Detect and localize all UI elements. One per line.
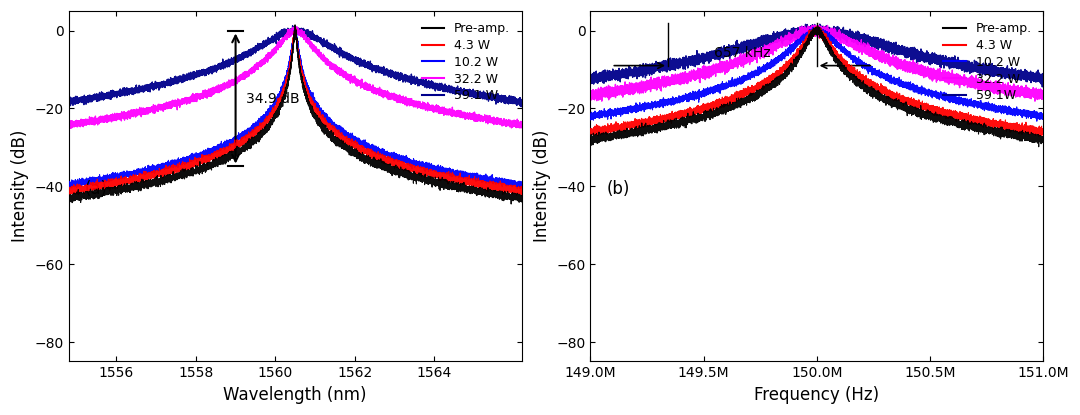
Text: 657 kHz: 657 kHz xyxy=(714,46,771,60)
X-axis label: Wavelength (nm): Wavelength (nm) xyxy=(224,386,367,404)
Y-axis label: Intensity (dB): Intensity (dB) xyxy=(11,130,29,242)
Y-axis label: Intensity (dB): Intensity (dB) xyxy=(532,130,551,242)
Legend: Pre-amp., 4.3 W, 10.2 W, 32.2 W, 59.1W: Pre-amp., 4.3 W, 10.2 W, 32.2 W, 59.1W xyxy=(939,17,1037,107)
Text: (b): (b) xyxy=(606,180,630,198)
Text: 34.9 dB: 34.9 dB xyxy=(245,91,299,105)
Legend: Pre-amp., 4.3 W, 10.2 W, 32.2 W, 59.1 W: Pre-amp., 4.3 W, 10.2 W, 32.2 W, 59.1 W xyxy=(417,17,515,107)
X-axis label: Frequency (Hz): Frequency (Hz) xyxy=(754,386,879,404)
Text: (a): (a) xyxy=(84,180,108,198)
